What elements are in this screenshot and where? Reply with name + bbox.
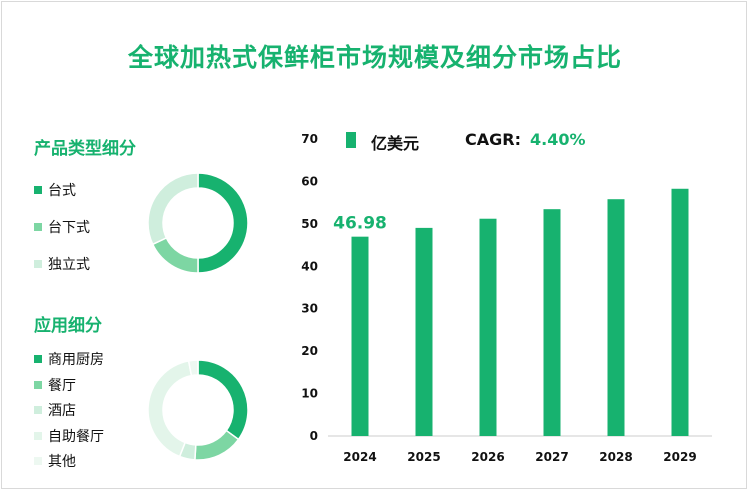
- product-legend-swatch-tabletop: [34, 186, 42, 194]
- application-legend-item-cafeteria: 自助餐厅: [34, 426, 104, 446]
- y-tick-label-1: 10: [301, 387, 318, 401]
- bar-2029: [671, 188, 689, 436]
- x-tick-label-2025: 2025: [407, 450, 440, 464]
- application-legend-swatch-cafeteria: [34, 432, 42, 440]
- x-tick-label-2024: 2024: [343, 450, 376, 464]
- product-legend-item-freestanding: 独立式: [34, 254, 90, 274]
- product-legend-label-tabletop: 台式: [48, 183, 76, 199]
- bar-2025: [415, 227, 433, 436]
- application-legend-item-hotel: 酒店: [34, 400, 76, 420]
- application-legend-label-commercial-kitchen: 商用厨房: [48, 352, 104, 368]
- application-donut-slice-4: [187, 359, 199, 377]
- bar-legend-swatch: [346, 132, 356, 148]
- x-tick-label-2028: 2028: [599, 450, 632, 464]
- product-legend-item-tabletop: 台式: [34, 180, 76, 200]
- product-donut-slice-2: [147, 172, 199, 246]
- product-legend-item-undercounter: 台下式: [34, 217, 90, 237]
- product-legend-swatch-freestanding: [34, 260, 42, 268]
- y-tick-label-4: 40: [301, 259, 318, 273]
- application-legend-swatch-hotel: [34, 406, 42, 414]
- page-title: 全球加热式保鲜柜市场规模及细分市场占比: [127, 43, 622, 72]
- product-section-title: 产品类型细分: [34, 139, 136, 159]
- bar-2027: [543, 209, 561, 436]
- x-tick-label-2026: 2026: [471, 450, 504, 464]
- product-legend-label-freestanding: 独立式: [48, 257, 90, 273]
- y-tick-label-2: 20: [301, 344, 318, 358]
- application-section-title: 应用细分: [34, 316, 102, 336]
- application-legend-label-cafeteria: 自助餐厅: [48, 429, 104, 445]
- data-label-2024: 46.98: [333, 214, 387, 234]
- y-tick-label-3: 30: [301, 302, 318, 316]
- y-tick-label-0: 0: [310, 429, 318, 443]
- product-legend-swatch-undercounter: [34, 223, 42, 231]
- bar-legend-unit: 亿美元: [371, 134, 420, 153]
- y-tick-label-5: 50: [301, 217, 318, 231]
- application-legend-label-restaurant: 餐厅: [48, 378, 76, 394]
- y-tick-label-6: 60: [301, 174, 318, 188]
- application-donut: [147, 359, 249, 461]
- application-legend-swatch-other: [34, 457, 42, 465]
- application-legend-swatch-restaurant: [34, 381, 42, 389]
- bar-2028: [607, 199, 625, 436]
- application-legend-label-other: 其他: [48, 454, 76, 470]
- application-legend-item-commercial-kitchen: 商用厨房: [34, 349, 104, 369]
- x-tick-label-2029: 2029: [663, 450, 696, 464]
- application-legend-item-other: 其他: [34, 451, 76, 471]
- cagr-label: CAGR:: [465, 130, 521, 149]
- application-legend-label-hotel: 酒店: [48, 403, 76, 419]
- product-legend-label-undercounter: 台下式: [48, 220, 90, 236]
- cagr-value: 4.40%: [530, 130, 586, 149]
- x-tick-label-2027: 2027: [535, 450, 568, 464]
- bar-2024: [351, 236, 369, 436]
- application-legend-item-restaurant: 餐厅: [34, 375, 76, 395]
- y-tick-label-7: 70: [301, 132, 318, 146]
- product-type-donut: [147, 172, 249, 274]
- application-legend-swatch-commercial-kitchen: [34, 355, 42, 363]
- bar-2026: [479, 218, 497, 436]
